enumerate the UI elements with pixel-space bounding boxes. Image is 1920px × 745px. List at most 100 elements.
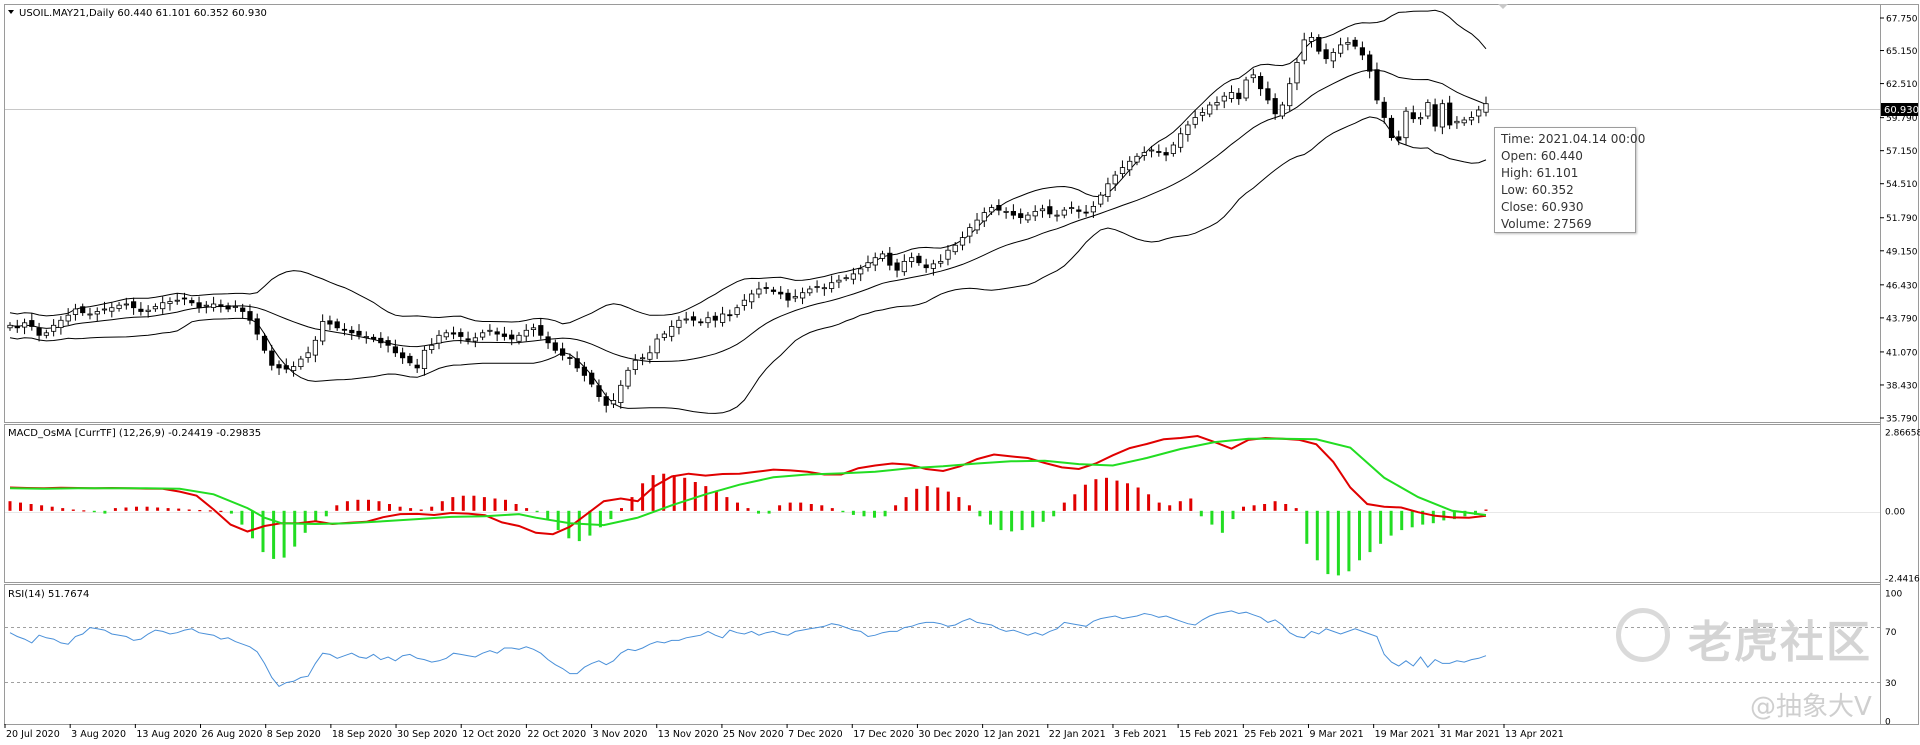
candle-body — [21, 322, 28, 328]
candle — [1003, 207, 1009, 219]
time-tick-label: 13 Aug 2020 — [136, 729, 197, 740]
price-tick-label: 59.790 — [1886, 114, 1918, 124]
macd-histogram-bar — [61, 508, 65, 511]
candle-body — [1069, 207, 1075, 210]
macd-histogram-bar — [1115, 480, 1119, 511]
candle-body — [1054, 214, 1060, 217]
macd-axis-label: 2.86658 — [1885, 429, 1920, 439]
macd-axis-label: -2.44166 — [1885, 575, 1920, 585]
candle — [36, 322, 42, 342]
candle — [516, 332, 522, 345]
candle — [1243, 76, 1249, 102]
candle — [1301, 32, 1307, 65]
candle — [538, 318, 544, 340]
candle — [807, 285, 813, 296]
candle-body — [254, 318, 260, 335]
tooltip-time: Time: 2021.04.14 00:00 — [1501, 132, 1646, 146]
macd-histogram-bar — [113, 508, 117, 511]
candle — [1461, 116, 1467, 126]
price-tick-label: 54.510 — [1886, 180, 1918, 190]
macd-histogram-bar — [788, 502, 792, 511]
candle-body — [80, 306, 86, 314]
candle — [545, 331, 551, 349]
macd-histogram-bar — [546, 510, 550, 520]
macd-histogram-bar — [946, 491, 950, 511]
candle-body — [1090, 205, 1096, 213]
candle — [698, 318, 704, 326]
candle — [930, 259, 937, 276]
candle-body — [1287, 83, 1293, 107]
macd-histogram-bar — [1368, 510, 1372, 553]
candle-body — [203, 304, 209, 307]
candle-body — [560, 348, 566, 356]
candle-body — [632, 359, 638, 370]
macd-histogram-bar — [1168, 505, 1172, 511]
bollinger-upper-line — [9, 9, 1487, 325]
candle — [160, 296, 166, 314]
macd-histogram-bar — [251, 510, 254, 539]
candle-body — [887, 252, 893, 266]
candle — [101, 301, 108, 315]
price-tick-label: 46.430 — [1886, 281, 1918, 291]
macd-histogram-bar — [1442, 510, 1446, 521]
macd-histogram-bar — [830, 508, 834, 511]
macd-histogram-bar — [630, 497, 634, 511]
candle-body — [792, 296, 798, 299]
macd-histogram-bar — [1126, 483, 1129, 511]
macd-histogram-bar — [609, 510, 613, 520]
macd-histogram-bar — [672, 475, 676, 511]
candle — [290, 361, 297, 377]
time-tick-label: 26 Aug 2020 — [202, 729, 263, 740]
candle-body — [436, 334, 442, 344]
candle — [690, 311, 697, 327]
candle — [1163, 147, 1169, 162]
candle — [1476, 105, 1482, 124]
candle-body — [996, 204, 1002, 211]
macd-histogram-bar — [693, 482, 697, 511]
candle-body — [1018, 213, 1024, 219]
time-tick-label: 3 Aug 2020 — [71, 729, 126, 740]
candle — [676, 316, 682, 335]
candle-body — [51, 324, 57, 332]
candle — [1265, 81, 1271, 105]
candle — [1294, 58, 1300, 91]
candle — [749, 289, 755, 309]
candle — [116, 302, 122, 312]
chart-menu-triangle-icon[interactable] — [8, 10, 14, 14]
macd-histogram-bar — [714, 491, 718, 511]
candle-body — [116, 304, 122, 309]
candle-body — [1374, 69, 1380, 101]
candle — [712, 312, 718, 328]
candle-body — [1003, 210, 1009, 213]
candle — [1185, 120, 1191, 142]
candle-body — [1010, 210, 1017, 216]
candle — [574, 351, 580, 372]
candle-body — [690, 316, 697, 321]
candle-body — [414, 364, 420, 369]
candle-body — [843, 277, 849, 280]
candle — [581, 361, 588, 382]
macd-histogram-bar — [1294, 508, 1298, 511]
candle — [429, 338, 435, 354]
time-tick-label: 22 Jan 2021 — [1049, 729, 1106, 740]
candle-body — [312, 339, 319, 356]
macd-histogram-bar — [1220, 510, 1224, 533]
candle-body — [1381, 101, 1387, 118]
candle — [320, 314, 326, 346]
candle-body — [1039, 208, 1046, 212]
candle — [494, 327, 500, 342]
macd-histogram-bar — [293, 510, 297, 547]
candle-body — [734, 307, 740, 315]
candle-body — [858, 268, 864, 275]
candle-body — [981, 212, 987, 222]
candle — [887, 247, 893, 271]
candle — [341, 323, 348, 336]
candle-body — [1207, 104, 1213, 115]
bollinger-lower-line — [9, 116, 1487, 414]
candle — [65, 308, 71, 326]
candle-body — [1279, 104, 1285, 117]
candle-body — [487, 329, 493, 332]
candle — [829, 275, 835, 293]
candle-body — [160, 302, 166, 310]
candle — [487, 324, 493, 336]
